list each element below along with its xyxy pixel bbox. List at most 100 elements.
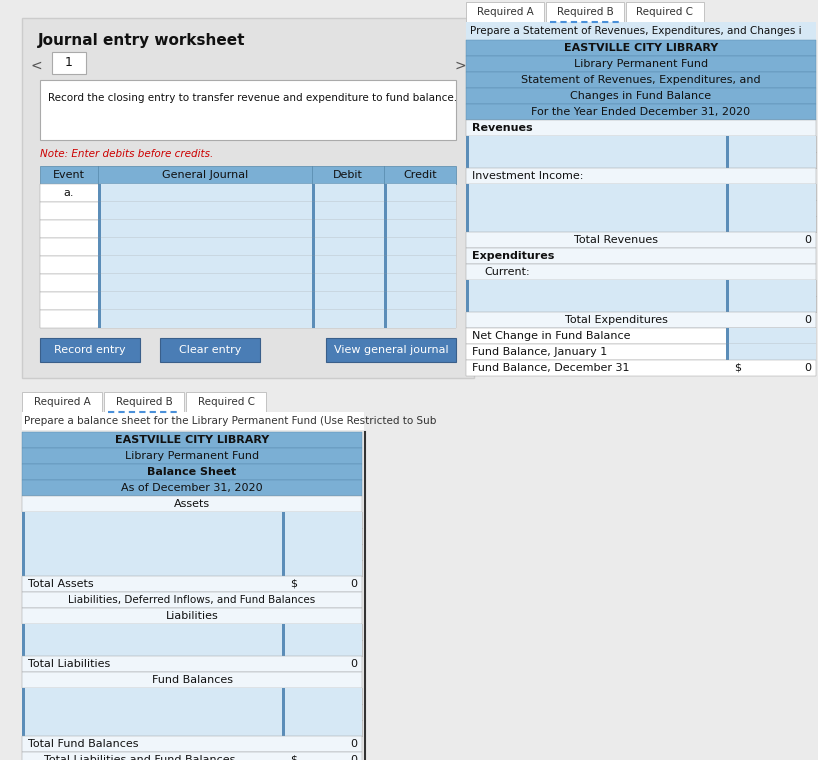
Text: 0: 0 (350, 659, 357, 669)
Text: EASTVILLE CITY LIBRARY: EASTVILLE CITY LIBRARY (564, 43, 718, 53)
Bar (312, 220, 315, 238)
Text: Revenues: Revenues (472, 123, 533, 133)
Bar (466, 56, 816, 72)
Bar (726, 136, 729, 152)
Bar (312, 256, 315, 274)
Bar (315, 220, 384, 238)
Bar (726, 280, 729, 296)
Bar (22, 544, 25, 560)
Text: Total Liabilities: Total Liabilities (28, 659, 110, 669)
Bar (315, 292, 384, 310)
Bar (387, 202, 456, 220)
Bar (22, 704, 25, 720)
Bar (104, 392, 184, 412)
Bar (25, 704, 282, 720)
Text: Total Fund Balances: Total Fund Balances (28, 739, 138, 749)
Bar (466, 296, 469, 312)
Text: Library Permanent Fund: Library Permanent Fund (125, 451, 259, 461)
Text: Prepare a balance sheet for the Library Permanent Fund (Use Restricted to Sub: Prepare a balance sheet for the Library … (24, 416, 436, 426)
Bar (466, 280, 816, 296)
Text: >: > (454, 59, 466, 73)
Bar (726, 344, 729, 360)
Text: Record the closing entry to transfer revenue and expenditure to fund balance.: Record the closing entry to transfer rev… (48, 93, 457, 103)
Bar (469, 200, 726, 216)
Bar (22, 560, 25, 576)
Text: Statement of Revenues, Expenditures, and: Statement of Revenues, Expenditures, and (521, 75, 761, 85)
Bar (98, 292, 101, 310)
Bar (726, 328, 729, 344)
Bar (22, 720, 362, 736)
Bar (387, 274, 456, 292)
Text: Total Expenditures: Total Expenditures (564, 315, 667, 325)
Bar (22, 448, 362, 464)
Bar (384, 238, 387, 256)
Bar (40, 80, 456, 140)
Bar (312, 184, 315, 202)
Bar (25, 512, 282, 528)
Bar (98, 184, 101, 202)
Bar (282, 688, 285, 704)
Bar (729, 280, 816, 296)
Bar (726, 216, 729, 232)
Text: Current:: Current: (484, 267, 529, 277)
Text: For the Year Ended December 31, 2020: For the Year Ended December 31, 2020 (532, 107, 751, 117)
Bar (729, 296, 816, 312)
Text: 0: 0 (350, 739, 357, 749)
Bar (98, 202, 101, 220)
Bar (22, 412, 364, 430)
Bar (22, 624, 25, 640)
Bar (40, 166, 456, 184)
Bar (466, 344, 816, 360)
Text: Balance Sheet: Balance Sheet (147, 467, 236, 477)
Bar (22, 656, 362, 672)
Bar (466, 104, 816, 120)
Bar (466, 120, 816, 136)
Text: Library Permanent Fund: Library Permanent Fund (574, 59, 708, 69)
Text: General Journal: General Journal (162, 170, 248, 180)
Bar (315, 202, 384, 220)
Bar (384, 292, 387, 310)
Bar (466, 248, 816, 264)
Text: As of December 31, 2020: As of December 31, 2020 (121, 483, 263, 493)
Text: Fund Balances: Fund Balances (151, 675, 232, 685)
Bar (466, 184, 816, 200)
Text: $: $ (734, 363, 741, 373)
Bar (729, 216, 816, 232)
Bar (101, 220, 312, 238)
Bar (312, 238, 315, 256)
Text: Net Change in Fund Balance: Net Change in Fund Balance (472, 331, 631, 341)
Bar (98, 274, 101, 292)
Bar (40, 338, 140, 362)
Bar (466, 200, 469, 216)
Bar (315, 274, 384, 292)
Bar (285, 512, 362, 528)
Text: Liabilities, Deferred Inflows, and Fund Balances: Liabilities, Deferred Inflows, and Fund … (69, 595, 316, 605)
Bar (466, 200, 816, 216)
Bar (315, 238, 384, 256)
Bar (25, 624, 282, 640)
Bar (25, 688, 282, 704)
Bar (101, 184, 312, 202)
Bar (466, 136, 816, 152)
Bar (466, 264, 816, 280)
Bar (387, 256, 456, 274)
Text: Required C: Required C (197, 397, 254, 407)
Text: 0: 0 (804, 235, 811, 245)
Bar (726, 200, 729, 216)
Bar (22, 640, 362, 656)
Bar (466, 328, 816, 344)
Bar (101, 256, 312, 274)
Bar (98, 256, 101, 274)
Bar (729, 184, 816, 200)
Bar (40, 292, 456, 310)
Text: a.: a. (64, 188, 74, 198)
Bar (25, 640, 282, 656)
Bar (186, 392, 266, 412)
Bar (729, 152, 816, 168)
Bar (326, 338, 456, 362)
Bar (22, 432, 362, 448)
Bar (466, 88, 816, 104)
Bar (466, 152, 469, 168)
Bar (469, 184, 726, 200)
Text: Credit: Credit (403, 170, 437, 180)
